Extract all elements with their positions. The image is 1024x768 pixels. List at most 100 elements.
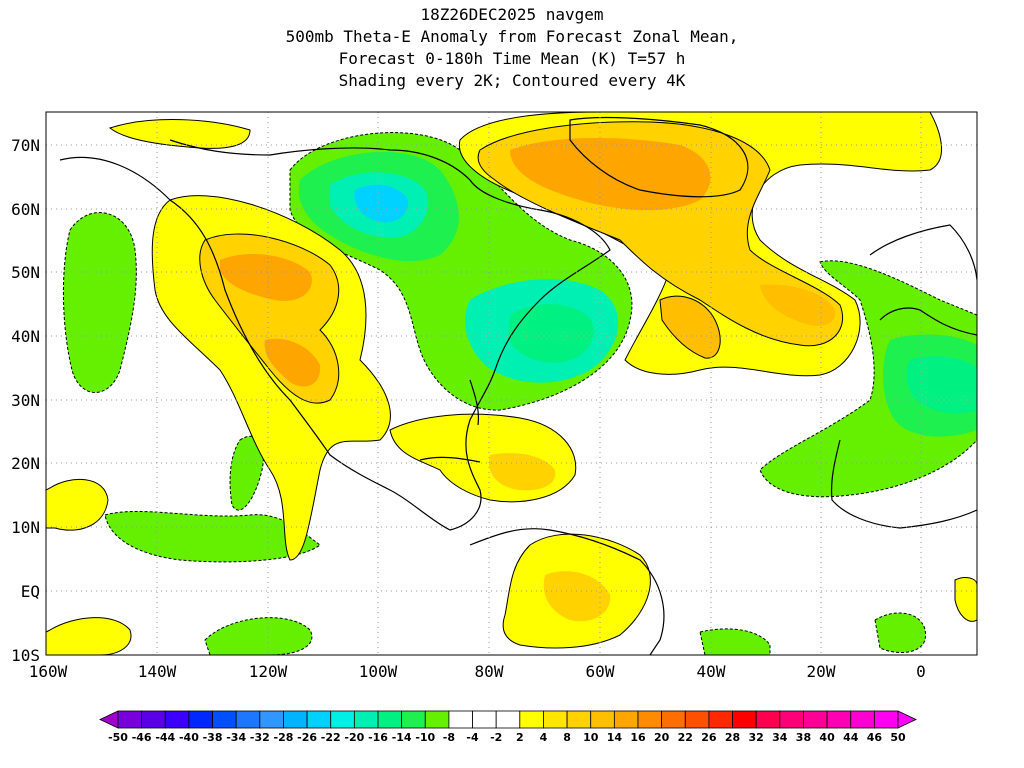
lat-label: 10N <box>11 518 40 537</box>
colorbar-label: 28 <box>725 731 740 744</box>
colorbar-label: 22 <box>678 731 693 744</box>
lat-label: 10S <box>11 646 40 665</box>
colorbar-label: 10 <box>583 731 599 744</box>
latitude-labels: 70N 60N 50N 40N 30N 20N 10N EQ 10S <box>11 136 40 665</box>
positive-anomaly-atlantic-core <box>760 284 836 326</box>
positive-anomaly-west-na-core <box>220 253 312 301</box>
colorbar-swatch <box>448 710 473 729</box>
negative-anomaly-europe-africa <box>759 260 977 498</box>
colorbar-label: 8 <box>563 731 571 744</box>
coastlines <box>59 116 977 655</box>
colorbar-swatch <box>590 710 615 729</box>
lon-label: 20W <box>807 662 836 681</box>
lat-label: 30N <box>11 391 40 410</box>
negative-anomaly-eastcoast-inner <box>508 304 594 363</box>
colorbar-arrow-high <box>897 710 917 729</box>
map-frame <box>45 111 978 656</box>
negative-anomaly-subtropical-pacific <box>104 511 321 563</box>
colorbar-label: -44 <box>155 731 175 744</box>
colorbar-label: 26 <box>701 731 717 744</box>
colorbar-swatch <box>472 710 497 729</box>
colorbar-label: -46 <box>132 731 152 744</box>
map-title: 18Z26DEC2025 navgem 500mb Theta-E Anomal… <box>0 4 1024 92</box>
colorbar-label: -40 <box>179 731 199 744</box>
graticule <box>46 112 977 655</box>
colorbar-label: 40 <box>819 731 835 744</box>
colorbar: -50 -46 -44 -40 -38 -34 -32 -28 -26 -22 -20 -16 -14-… <box>99 710 917 744</box>
colorbar-swatch <box>803 710 828 729</box>
colorbar-label: 2 <box>516 731 524 744</box>
negative-anomaly-atlantic-south <box>874 612 926 653</box>
lat-label: 60N <box>11 200 40 219</box>
colorbar-swatch <box>779 710 804 729</box>
colorbar-label: 16 <box>630 731 646 744</box>
lon-label: 100W <box>359 662 398 681</box>
colorbar-label: -50 <box>108 731 128 744</box>
coastline-africa <box>830 439 977 529</box>
colorbar-swatch <box>637 710 663 729</box>
colorbar-label: 14 <box>607 731 623 744</box>
colorbar-label: 20 <box>654 731 670 744</box>
colorbar-label: -26 <box>297 731 317 744</box>
lon-label: 140W <box>138 662 177 681</box>
colorbar-swatch <box>353 710 379 729</box>
colorbar-swatch <box>708 710 733 729</box>
positive-anomaly-eq-atlantic <box>954 577 977 622</box>
lon-label: 60W <box>586 662 615 681</box>
negative-anomaly-europe-inner <box>906 356 977 414</box>
colorbar-label: -10 <box>415 731 435 744</box>
colorbar-label: -38 <box>203 731 223 744</box>
colorbar-swatch <box>141 710 166 729</box>
colorbar-swatch <box>424 710 450 729</box>
negative-anomaly-atlantic-eq <box>699 628 771 655</box>
colorbar-label: -34 <box>226 731 246 744</box>
title-line-run: 18Z26DEC2025 navgem <box>420 5 604 24</box>
colorbar-label: 50 <box>890 731 906 744</box>
colorbar-swatch <box>259 710 284 729</box>
colorbar-label: -4 <box>466 731 479 744</box>
colorbar-swatch <box>117 710 143 729</box>
colorbar-swatch <box>306 710 332 729</box>
positive-anomaly-south-america-core <box>543 571 611 622</box>
positive-anomaly-caribbean-core <box>489 453 556 491</box>
colorbar-swatch <box>377 710 403 729</box>
colorbar-label: 46 <box>867 731 883 744</box>
colorbar-label: -28 <box>274 731 294 744</box>
colorbar-swatch <box>566 710 592 729</box>
colorbar-label: -14 <box>392 731 412 744</box>
colorbar-label: -32 <box>250 731 270 744</box>
lat-label: 20N <box>11 454 40 473</box>
coastline-north-america <box>59 139 611 531</box>
lon-label: 80W <box>475 662 504 681</box>
positive-anomaly-midatlantic <box>659 295 721 359</box>
colorbar-label: 44 <box>843 731 859 744</box>
colorbar-label: -16 <box>368 731 388 744</box>
positive-anomaly-sw-us-core <box>264 338 321 387</box>
colorbar-swatch <box>330 710 355 729</box>
colorbar-swatch <box>283 710 308 729</box>
colorbar-label: -20 <box>344 731 364 744</box>
title-line-shading: Shading every 2K; Contoured every 4K <box>338 71 686 90</box>
negative-anomaly-pacific <box>62 212 137 393</box>
title-line-forecast: Forecast 0-180h Time Mean (K) T=57 h <box>338 49 686 68</box>
colorbar-label: -22 <box>321 731 341 744</box>
colorbar-swatch <box>850 710 875 729</box>
lon-label: 0 <box>916 662 926 681</box>
colorbar-label: 38 <box>796 731 811 744</box>
longitude-labels: 160W 140W 120W 100W 80W 60W 40W 20W 0 <box>29 662 926 681</box>
positive-anomaly-greenland-core <box>510 138 711 211</box>
positive-anomaly-alaska <box>108 119 251 149</box>
colorbar-swatch <box>401 710 426 729</box>
lon-label: 120W <box>249 662 288 681</box>
colorbar-swatch <box>519 710 544 729</box>
lat-label: 40N <box>11 327 40 346</box>
colorbar-swatch <box>755 710 781 729</box>
coastline-greenland <box>569 116 749 198</box>
colorbar-swatch <box>164 710 190 729</box>
colorbar-swatch <box>732 710 757 729</box>
colorbar-swatch <box>543 710 568 729</box>
title-line-field: 500mb Theta-E Anomaly from Forecast Zona… <box>285 27 739 46</box>
colorbar-swatch <box>495 710 521 729</box>
colorbar-swatch <box>873 710 899 729</box>
coastline-cuba <box>419 456 481 463</box>
